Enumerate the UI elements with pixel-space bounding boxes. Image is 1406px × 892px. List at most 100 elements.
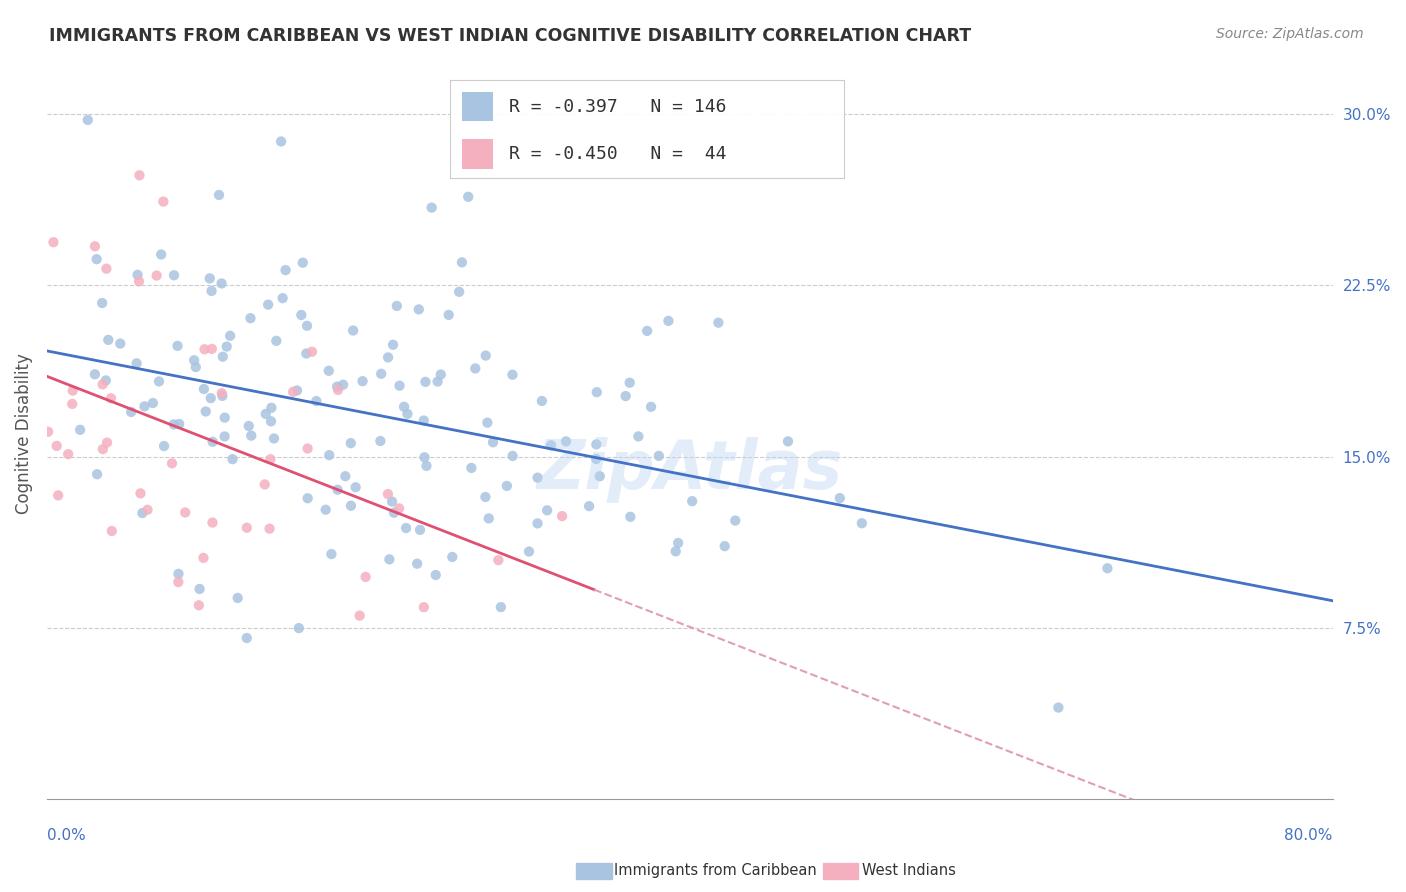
Point <box>460 461 482 475</box>
Point <box>266 334 288 348</box>
Point <box>451 255 474 269</box>
Point <box>495 479 517 493</box>
Point <box>437 308 460 322</box>
Point <box>97 333 120 347</box>
Point <box>219 328 242 343</box>
Point <box>136 502 159 516</box>
Point <box>166 339 188 353</box>
Point <box>585 452 607 467</box>
Point <box>60 397 83 411</box>
Point <box>412 413 434 427</box>
Point <box>536 503 558 517</box>
Point <box>214 410 236 425</box>
Point <box>482 435 505 450</box>
Point <box>96 435 118 450</box>
Point <box>388 378 411 392</box>
Point <box>339 436 361 450</box>
Point <box>377 487 399 501</box>
Point <box>585 437 607 451</box>
Point <box>342 324 364 338</box>
Point <box>648 449 671 463</box>
Point <box>148 375 170 389</box>
Point <box>370 367 392 381</box>
Point <box>724 514 747 528</box>
Point <box>86 467 108 482</box>
Point <box>260 414 283 428</box>
Point <box>681 494 703 508</box>
Point <box>184 360 207 375</box>
Point <box>713 539 735 553</box>
Point <box>305 394 328 409</box>
Point <box>46 488 69 502</box>
Y-axis label: Cognitive Disability: Cognitive Disability <box>15 353 32 514</box>
Point <box>290 308 312 322</box>
Point <box>211 386 233 401</box>
Point <box>257 298 280 312</box>
Point <box>585 385 607 400</box>
Point <box>129 486 152 500</box>
Point <box>636 324 658 338</box>
Point <box>420 201 443 215</box>
Point <box>198 271 221 285</box>
Point <box>301 344 323 359</box>
Point <box>589 469 612 483</box>
Point <box>211 350 233 364</box>
Point <box>406 557 429 571</box>
Point <box>457 190 479 204</box>
Point <box>352 374 374 388</box>
Point <box>62 384 84 398</box>
Point <box>640 400 662 414</box>
Point <box>619 376 641 390</box>
Point <box>236 631 259 645</box>
Point <box>1097 561 1119 575</box>
Point <box>193 550 215 565</box>
Point <box>297 442 319 456</box>
Point <box>76 112 98 127</box>
Point <box>128 169 150 183</box>
Point <box>295 346 318 360</box>
Point <box>211 277 233 291</box>
Point <box>627 429 650 443</box>
Point <box>297 491 319 506</box>
Point <box>707 316 730 330</box>
Point <box>145 268 167 283</box>
Point <box>163 268 186 283</box>
Point <box>193 343 215 357</box>
Point <box>100 391 122 405</box>
Point <box>354 570 377 584</box>
Point <box>56 447 79 461</box>
Point <box>395 521 418 535</box>
Point <box>388 501 411 516</box>
Point <box>211 389 233 403</box>
Point <box>281 384 304 399</box>
Point <box>253 477 276 491</box>
Point <box>464 361 486 376</box>
Point <box>260 401 283 415</box>
Point <box>318 364 340 378</box>
Point <box>201 342 224 356</box>
Point <box>315 502 337 516</box>
Point <box>828 491 851 505</box>
Point <box>274 263 297 277</box>
Point <box>540 438 562 452</box>
Point <box>96 261 118 276</box>
Point <box>526 516 548 531</box>
Point <box>486 553 509 567</box>
Point <box>344 480 367 494</box>
Point <box>167 566 190 581</box>
Point <box>91 296 114 310</box>
Point <box>128 274 150 288</box>
Point <box>239 311 262 326</box>
Point <box>409 523 432 537</box>
Point <box>378 552 401 566</box>
Point <box>167 417 190 431</box>
Point <box>381 494 404 508</box>
Point <box>167 575 190 590</box>
Point <box>666 536 689 550</box>
Point <box>259 522 281 536</box>
Point <box>142 396 165 410</box>
Point <box>153 439 176 453</box>
Point <box>415 375 437 389</box>
Point <box>449 285 471 299</box>
Point <box>101 524 124 538</box>
